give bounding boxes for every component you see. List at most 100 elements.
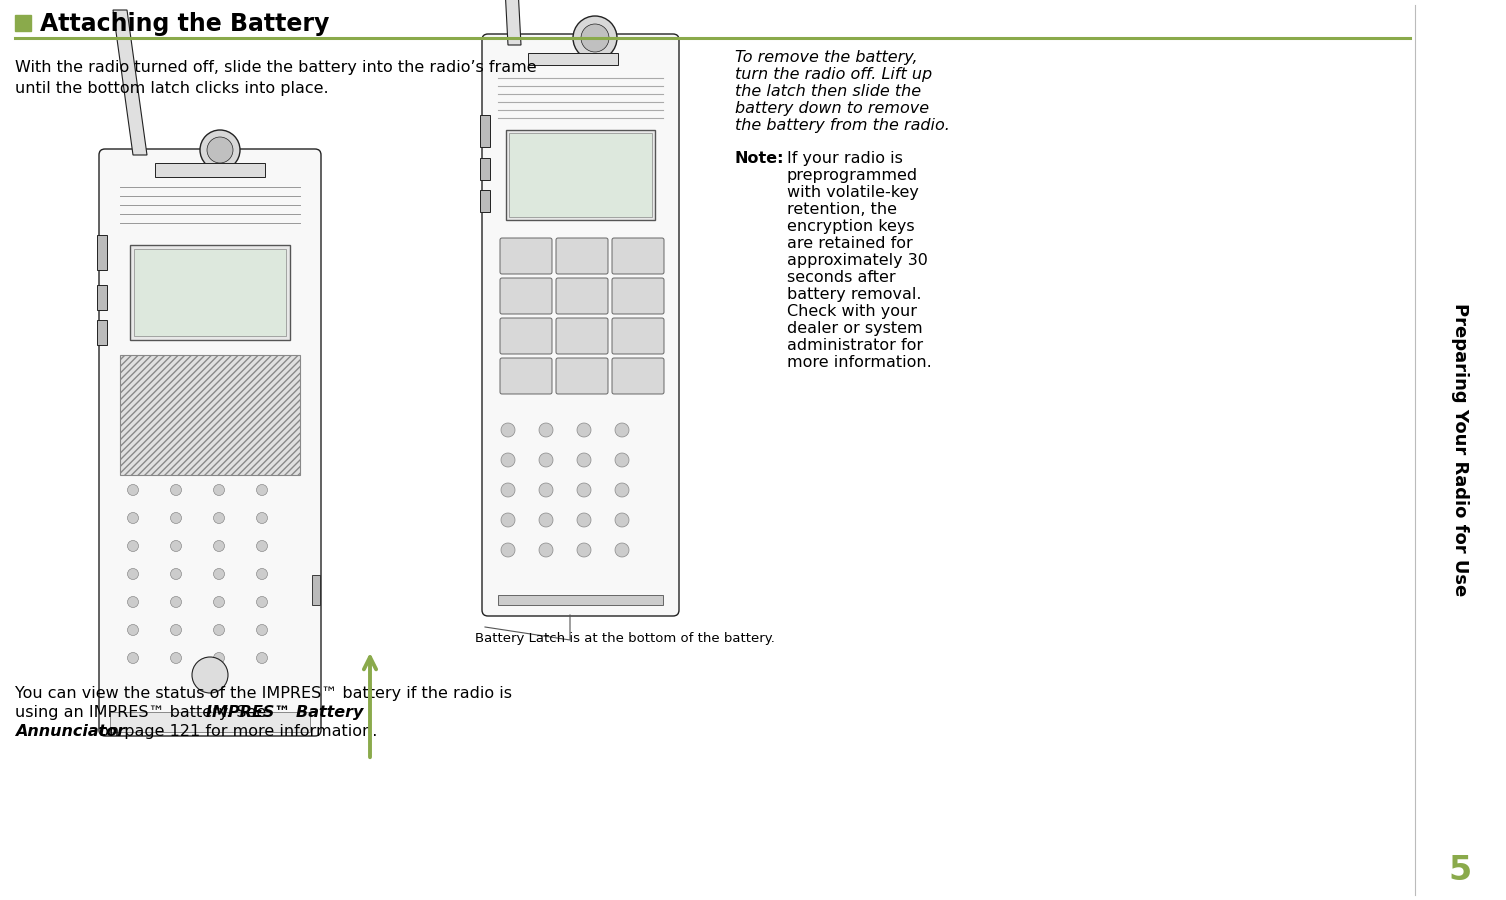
Circle shape	[572, 16, 617, 60]
Text: more information.: more information.	[788, 355, 932, 370]
Text: seconds after: seconds after	[788, 270, 896, 285]
Bar	[155, 163, 265, 177]
Polygon shape	[503, 0, 521, 45]
Text: Check with your: Check with your	[788, 304, 917, 319]
Circle shape	[128, 569, 139, 580]
FancyBboxPatch shape	[99, 149, 321, 736]
Circle shape	[214, 569, 224, 580]
Circle shape	[256, 625, 268, 635]
Bar	[96, 285, 107, 310]
Circle shape	[214, 541, 224, 552]
Polygon shape	[113, 10, 148, 155]
Circle shape	[501, 423, 515, 437]
Text: on page 121 for more information.: on page 121 for more information.	[95, 724, 378, 739]
Circle shape	[256, 597, 268, 608]
Text: with volatile-key: with volatile-key	[788, 185, 919, 200]
Text: Battery Latch is at the bottom of the battery.: Battery Latch is at the bottom of the ba…	[474, 632, 776, 645]
Bar	[120, 355, 300, 475]
Circle shape	[539, 453, 553, 467]
Circle shape	[214, 625, 224, 635]
Circle shape	[614, 513, 630, 527]
Circle shape	[614, 483, 630, 497]
Text: You can view the status of the IMPRES™ battery if the radio is: You can view the status of the IMPRES™ b…	[15, 686, 512, 701]
FancyBboxPatch shape	[500, 238, 553, 274]
Text: the battery from the radio.: the battery from the radio.	[735, 118, 950, 133]
Text: approximately 30: approximately 30	[788, 253, 928, 268]
Circle shape	[539, 543, 553, 557]
Circle shape	[170, 541, 182, 552]
Circle shape	[170, 569, 182, 580]
Circle shape	[581, 24, 608, 52]
Bar	[312, 575, 319, 605]
Text: dealer or system: dealer or system	[788, 321, 923, 336]
Bar	[96, 320, 107, 345]
Text: If your radio is: If your radio is	[788, 151, 904, 166]
Circle shape	[128, 484, 139, 496]
Circle shape	[501, 513, 515, 527]
Circle shape	[256, 652, 268, 663]
Circle shape	[214, 512, 224, 524]
Circle shape	[577, 513, 590, 527]
Text: Preparing Your Radio for Use: Preparing Your Radio for Use	[1450, 303, 1468, 597]
Bar	[96, 235, 107, 270]
Text: using an IMPRES™ battery. See: using an IMPRES™ battery. See	[15, 705, 271, 720]
Circle shape	[128, 541, 139, 552]
Circle shape	[214, 484, 224, 496]
FancyBboxPatch shape	[611, 278, 664, 314]
Bar	[480, 158, 489, 180]
Text: battery removal.: battery removal.	[788, 287, 922, 302]
Bar	[509, 133, 652, 217]
FancyBboxPatch shape	[611, 238, 664, 274]
Text: Attaching the Battery: Attaching the Battery	[41, 12, 330, 36]
Text: encryption keys: encryption keys	[788, 219, 914, 234]
Circle shape	[170, 652, 182, 663]
Bar	[134, 249, 286, 336]
Circle shape	[501, 483, 515, 497]
FancyBboxPatch shape	[500, 358, 553, 394]
Circle shape	[539, 483, 553, 497]
Bar	[506, 130, 655, 220]
Text: battery down to remove: battery down to remove	[735, 101, 929, 116]
Circle shape	[577, 453, 590, 467]
Circle shape	[539, 513, 553, 527]
Circle shape	[501, 453, 515, 467]
FancyBboxPatch shape	[482, 34, 679, 616]
Text: administrator for: administrator for	[788, 338, 923, 353]
Bar	[498, 595, 663, 605]
Circle shape	[501, 543, 515, 557]
FancyBboxPatch shape	[500, 318, 553, 354]
Circle shape	[577, 483, 590, 497]
Circle shape	[614, 423, 630, 437]
Circle shape	[214, 597, 224, 608]
Circle shape	[170, 484, 182, 496]
Circle shape	[128, 625, 139, 635]
Bar	[114, 713, 306, 725]
Circle shape	[128, 512, 139, 524]
Text: preprogrammed: preprogrammed	[788, 168, 919, 183]
FancyBboxPatch shape	[556, 318, 608, 354]
Text: Note:: Note:	[735, 151, 785, 166]
Circle shape	[256, 512, 268, 524]
Circle shape	[214, 652, 224, 663]
Bar	[480, 190, 489, 212]
Text: IMPRES™ Battery: IMPRES™ Battery	[205, 705, 363, 720]
Circle shape	[191, 657, 227, 693]
FancyBboxPatch shape	[556, 238, 608, 274]
Circle shape	[614, 543, 630, 557]
Circle shape	[614, 453, 630, 467]
Circle shape	[256, 484, 268, 496]
Text: the latch then slide the: the latch then slide the	[735, 84, 922, 99]
Bar	[130, 245, 291, 340]
Circle shape	[539, 423, 553, 437]
Circle shape	[170, 597, 182, 608]
FancyBboxPatch shape	[556, 278, 608, 314]
FancyBboxPatch shape	[500, 278, 553, 314]
Circle shape	[577, 423, 590, 437]
Text: Annunciator: Annunciator	[15, 724, 125, 739]
Text: are retained for: are retained for	[788, 236, 913, 251]
Bar	[15, 15, 32, 31]
Circle shape	[170, 625, 182, 635]
Text: retention, the: retention, the	[788, 202, 898, 217]
Circle shape	[256, 541, 268, 552]
Bar	[110, 712, 310, 732]
